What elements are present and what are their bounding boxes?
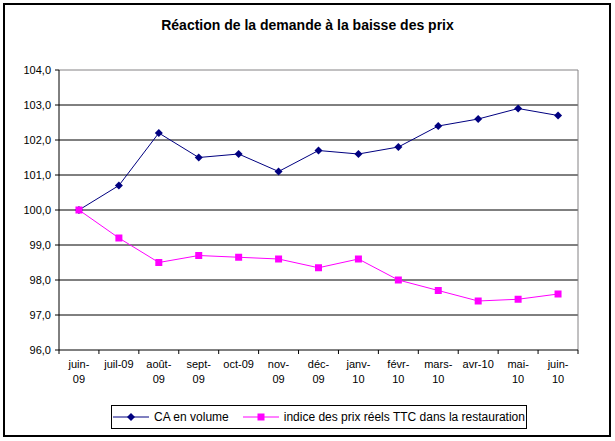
x-tick-label: déc-09 bbox=[308, 358, 330, 385]
data-point-diamond bbox=[554, 112, 562, 120]
x-tick-label: avr-10 bbox=[463, 358, 494, 370]
legend-entry-ca-en-volume: CA en volume bbox=[113, 410, 229, 424]
data-point-square bbox=[75, 207, 82, 214]
data-point-diamond bbox=[275, 168, 283, 176]
y-tick-label: 102,0 bbox=[23, 134, 51, 146]
data-point-square bbox=[395, 277, 402, 284]
series-line-ca-en-volume bbox=[79, 109, 558, 211]
data-point-square bbox=[275, 256, 282, 263]
data-point-square bbox=[555, 291, 562, 298]
data-point-diamond bbox=[155, 129, 163, 137]
x-tick-label: nov-09 bbox=[268, 358, 290, 385]
data-point-square bbox=[515, 296, 522, 303]
data-point-square bbox=[115, 235, 122, 242]
data-point-diamond bbox=[394, 143, 402, 151]
data-point-square bbox=[195, 252, 202, 259]
legend: CA en volume indice des prix réels TTC d… bbox=[111, 405, 527, 429]
y-tick-label: 104,0 bbox=[23, 64, 51, 76]
y-tick-label: 99,0 bbox=[30, 239, 51, 251]
x-tick-label: juin-09 bbox=[68, 358, 90, 385]
data-point-square bbox=[315, 264, 322, 271]
x-tick-label: sept-09 bbox=[186, 358, 211, 385]
x-tick-label: mai-10 bbox=[507, 358, 529, 385]
data-point-diamond bbox=[315, 147, 323, 155]
data-point-diamond bbox=[354, 150, 362, 158]
data-point-square bbox=[235, 254, 242, 261]
y-tick-label: 103,0 bbox=[23, 99, 51, 111]
x-tick-label: mars-10 bbox=[424, 358, 452, 385]
x-tick-label: oct-09 bbox=[223, 358, 254, 370]
x-tick-label: févr-10 bbox=[387, 358, 409, 385]
data-point-diamond bbox=[474, 115, 482, 123]
y-tick-label: 97,0 bbox=[30, 309, 51, 321]
data-point-square bbox=[435, 287, 442, 294]
x-tick-label: juil-09 bbox=[103, 358, 133, 370]
y-tick-label: 96,0 bbox=[30, 344, 51, 356]
x-tick-label: août-09 bbox=[146, 358, 171, 385]
chart-window: Réaction de la demande à la baisse des p… bbox=[0, 0, 615, 441]
legend-label-indice-prix: indice des prix réels TTC dans la restau… bbox=[284, 410, 525, 424]
y-tick-label: 101,0 bbox=[23, 169, 51, 181]
data-point-diamond bbox=[235, 150, 243, 158]
diamond-marker-icon bbox=[127, 413, 135, 421]
data-point-diamond bbox=[195, 154, 203, 162]
data-point-diamond bbox=[514, 105, 522, 113]
line-diamond-marker-icon bbox=[113, 412, 149, 422]
x-tick-label: janv-10 bbox=[346, 358, 371, 385]
legend-label-ca-en-volume: CA en volume bbox=[154, 410, 229, 424]
data-point-square bbox=[155, 259, 162, 266]
data-point-square bbox=[355, 256, 362, 263]
series-line-indice-prix bbox=[79, 210, 558, 301]
x-tick-label: juin-10 bbox=[547, 358, 569, 385]
data-point-square bbox=[475, 298, 482, 305]
plot-area: 96,0 97,0 98,0 99,0 100,0 101,0 102,0 103,0 104,… bbox=[0, 0, 615, 441]
data-point-diamond bbox=[115, 182, 123, 190]
y-tick-label: 100,0 bbox=[23, 204, 51, 216]
data-point-diamond bbox=[434, 122, 442, 130]
square-marker-icon bbox=[257, 414, 264, 421]
line-square-marker-icon bbox=[243, 412, 279, 422]
legend-entry-indice-prix: indice des prix réels TTC dans la restau… bbox=[243, 410, 525, 424]
y-tick-label: 98,0 bbox=[30, 274, 51, 286]
